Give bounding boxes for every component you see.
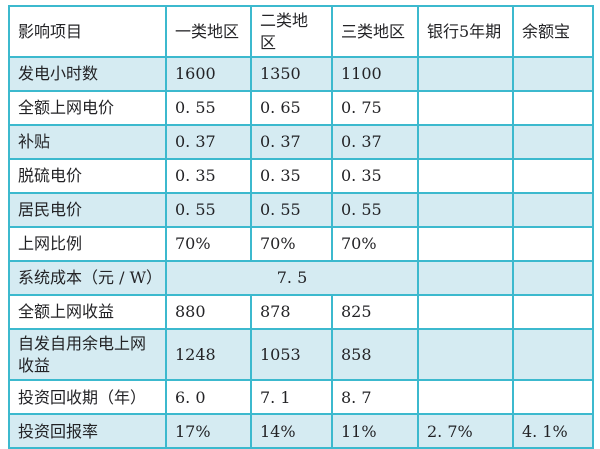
value-cell: 1053 bbox=[250, 328, 333, 382]
row-label-cell: 自发自用余电上网收益 bbox=[8, 328, 167, 382]
table-row: 系统成本（元 / W） 7. 5 bbox=[8, 260, 594, 297]
value-cell: 70% bbox=[331, 226, 419, 263]
table-header: 影响项目 一类地区 二类地区 三类地区 银行5年期 余额宝 bbox=[8, 4, 594, 59]
value-cell: 0. 35 bbox=[250, 158, 333, 195]
row-label-cell: 全额上网收益 bbox=[8, 294, 167, 331]
value-cell bbox=[417, 56, 514, 93]
value-cell: 17% bbox=[165, 413, 252, 449]
value-cell: 1600 bbox=[165, 56, 252, 93]
table-row: 脱硫电价 0. 35 0. 35 0. 35 bbox=[8, 158, 594, 195]
value-cell: 11% bbox=[331, 413, 419, 449]
value-cell bbox=[417, 294, 514, 331]
value-cell bbox=[417, 90, 514, 127]
value-cell: 0. 65 bbox=[250, 90, 333, 127]
value-cell bbox=[417, 124, 514, 161]
row-label-cell: 上网比例 bbox=[8, 226, 167, 263]
value-cell: 1350 bbox=[250, 56, 333, 93]
merged-value-cell: 7. 5 bbox=[165, 260, 419, 297]
value-cell bbox=[417, 226, 514, 263]
value-cell: 0. 55 bbox=[165, 90, 252, 127]
header-cell-3: 三类地区 bbox=[331, 4, 419, 59]
header-row: 影响项目 一类地区 二类地区 三类地区 银行5年期 余额宝 bbox=[8, 4, 594, 59]
value-cell bbox=[512, 260, 594, 297]
value-cell bbox=[417, 328, 514, 382]
value-cell: 0. 37 bbox=[165, 124, 252, 161]
table-row: 发电小时数 1600 1350 1100 bbox=[8, 56, 594, 93]
value-cell bbox=[512, 328, 594, 382]
value-cell bbox=[512, 158, 594, 195]
value-cell: 0. 35 bbox=[331, 158, 419, 195]
table-row: 全额上网电价 0. 55 0. 65 0. 75 bbox=[8, 90, 594, 127]
row-label-cell: 发电小时数 bbox=[8, 56, 167, 93]
value-cell: 0. 37 bbox=[331, 124, 419, 161]
impact-factors-table: 影响项目 一类地区 二类地区 三类地区 银行5年期 余额宝 发电小时数 1600 1350 11… bbox=[8, 4, 594, 449]
value-cell: 0. 37 bbox=[250, 124, 333, 161]
table-row: 上网比例 70% 70% 70% bbox=[8, 226, 594, 263]
value-cell bbox=[417, 192, 514, 229]
row-label-cell: 投资回收期（年） bbox=[8, 379, 167, 416]
page: 影响项目 一类地区 二类地区 三类地区 银行5年期 余额宝 发电小时数 1600 1350 11… bbox=[8, 4, 594, 449]
value-cell: 858 bbox=[331, 328, 419, 382]
value-cell: 825 bbox=[331, 294, 419, 331]
value-cell bbox=[417, 158, 514, 195]
header-cell-4: 银行5年期 bbox=[417, 4, 514, 59]
value-cell bbox=[417, 260, 514, 297]
value-cell: 1100 bbox=[331, 56, 419, 93]
table-row: 全额上网收益 880 878 825 bbox=[8, 294, 594, 331]
value-cell bbox=[512, 56, 594, 93]
row-label-cell: 投资回报率 bbox=[8, 413, 167, 449]
row-label-cell: 系统成本（元 / W） bbox=[8, 260, 167, 297]
value-cell: 1248 bbox=[165, 328, 252, 382]
value-cell: 70% bbox=[165, 226, 252, 263]
table-body: 发电小时数 1600 1350 1100 全额上网电价 0. 55 0. 65 0. 75 补贴… bbox=[8, 56, 594, 449]
table-row: 投资回收期（年） 6. 0 7. 1 8. 7 bbox=[8, 379, 594, 416]
value-cell bbox=[512, 90, 594, 127]
value-cell: 8. 7 bbox=[331, 379, 419, 416]
row-label-cell: 脱硫电价 bbox=[8, 158, 167, 195]
value-cell bbox=[417, 379, 514, 416]
row-label-cell: 全额上网电价 bbox=[8, 90, 167, 127]
table-row: 补贴 0. 37 0. 37 0. 37 bbox=[8, 124, 594, 161]
value-cell bbox=[512, 226, 594, 263]
value-cell: 14% bbox=[250, 413, 333, 449]
table-row: 居民电价 0. 55 0. 55 0. 55 bbox=[8, 192, 594, 229]
value-cell: 878 bbox=[250, 294, 333, 331]
value-cell: 7. 1 bbox=[250, 379, 333, 416]
value-cell: 0. 75 bbox=[331, 90, 419, 127]
value-cell: 0. 55 bbox=[165, 192, 252, 229]
value-cell bbox=[512, 192, 594, 229]
header-cell-2: 二类地区 bbox=[250, 4, 333, 59]
table-row: 投资回报率 17% 14% 11% 2. 7% 4. 1% bbox=[8, 413, 594, 449]
table-row: 自发自用余电上网收益 1248 1053 858 bbox=[8, 328, 594, 382]
header-cell-5: 余额宝 bbox=[512, 4, 594, 59]
row-label-cell: 居民电价 bbox=[8, 192, 167, 229]
value-cell: 2. 7% bbox=[417, 413, 514, 449]
value-cell: 0. 55 bbox=[250, 192, 333, 229]
value-cell: 4. 1% bbox=[512, 413, 594, 449]
value-cell: 6. 0 bbox=[165, 379, 252, 416]
value-cell bbox=[512, 124, 594, 161]
value-cell bbox=[512, 294, 594, 331]
row-label-cell: 补贴 bbox=[8, 124, 167, 161]
header-cell-1: 一类地区 bbox=[165, 4, 252, 59]
value-cell: 70% bbox=[250, 226, 333, 263]
value-cell bbox=[512, 379, 594, 416]
value-cell: 0. 55 bbox=[331, 192, 419, 229]
value-cell: 0. 35 bbox=[165, 158, 252, 195]
header-cell-0: 影响项目 bbox=[8, 4, 167, 59]
value-cell: 880 bbox=[165, 294, 252, 331]
